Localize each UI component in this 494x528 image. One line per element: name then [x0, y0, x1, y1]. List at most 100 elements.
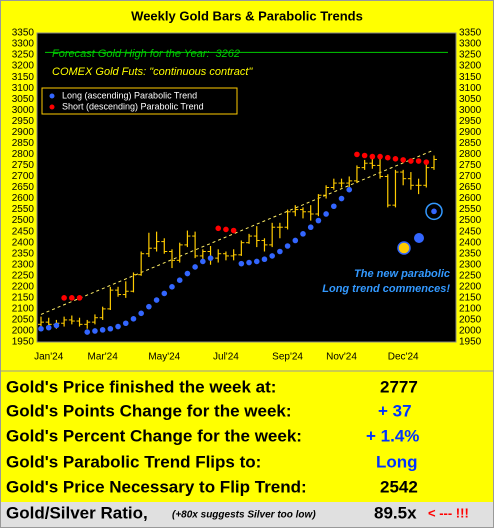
y-tick-label: 2350 [12, 248, 35, 259]
y-tick-label: 2550 [12, 204, 35, 215]
trend-dot [392, 156, 399, 162]
trend-dot [253, 258, 260, 265]
y2-tick-label: 2950 [459, 116, 482, 127]
y-tick-label: 3000 [12, 105, 35, 116]
y-tick-label: 3350 [12, 28, 35, 39]
trend-dot [53, 322, 60, 329]
y2-tick-label: 3250 [459, 50, 482, 61]
legend-marker [49, 93, 55, 99]
x-tick-label: May'24 [148, 352, 180, 363]
y-tick-label: 3300 [12, 39, 35, 50]
row-value: + 1.4% [366, 426, 419, 445]
y2-tick-label: 2500 [459, 215, 482, 226]
y-tick-label: 2100 [12, 304, 35, 315]
y2-tick-label: 2350 [459, 248, 482, 259]
y2-tick-label: 1950 [459, 337, 482, 348]
highlight-ring [425, 202, 443, 221]
trend-dot [277, 248, 283, 255]
icon [397, 241, 411, 255]
row-label: Gold's Percent Change for the week: [6, 426, 302, 445]
y-tick-label: 2900 [12, 127, 35, 138]
legend-marker [49, 104, 55, 110]
trend-dot [61, 295, 67, 301]
y2-tick-label: 2600 [459, 193, 482, 204]
trend-dot [292, 237, 299, 244]
trend-line [40, 149, 435, 315]
y-tick-label: 2850 [12, 138, 35, 149]
y2-tick-label: 3100 [459, 83, 482, 94]
y-tick-label: 3250 [12, 50, 35, 61]
annotation: Long trend commences! [322, 283, 450, 295]
trend-dot [122, 320, 129, 327]
row-flag: < --- !!! [428, 505, 469, 520]
y2-tick-label: 2150 [459, 292, 482, 303]
trend-dot [300, 231, 306, 237]
trend-dot [354, 151, 360, 158]
y2-tick-label: 3150 [459, 72, 482, 83]
trend-dot [338, 195, 345, 202]
row-label: Gold's Price Necessary to Flip Trend: [6, 477, 307, 496]
forecast-label: Forecast Gold High for the Year: [52, 48, 210, 60]
x-tick-label: Nov'24 [326, 352, 357, 363]
x-tick-label: Dec'24 [388, 352, 419, 363]
y-tick-label: 2200 [12, 281, 35, 292]
y-tick-label: 1950 [12, 337, 35, 348]
y-tick-label: 2500 [12, 215, 35, 226]
y-tick-label: 3150 [12, 72, 35, 83]
trend-dot [315, 217, 322, 224]
y-tick-label: 2300 [12, 259, 35, 270]
table: Gold's Price finished the week at: 2777 … [6, 377, 469, 522]
y-tick-label: 2650 [12, 182, 35, 193]
trend-dot [153, 297, 160, 303]
trend-dot [361, 152, 368, 159]
legend [41, 87, 238, 115]
annotation: The new parabolic [354, 268, 450, 280]
y2-tick-label: 2850 [459, 138, 482, 149]
plot-area [36, 32, 457, 343]
y-tick-label: 2000 [12, 326, 35, 337]
trend-dot [130, 316, 137, 322]
trend-dot [200, 258, 206, 265]
trend-dot [99, 327, 106, 333]
row-label: Gold's Parabolic Trend Flips to: [6, 452, 261, 471]
y2-tick-label: 2000 [459, 326, 482, 337]
y2-tick-label: 2900 [459, 127, 482, 138]
row-label: Gold/Silver Ratio, [6, 503, 148, 522]
x-tick-label: Jul'24 [213, 352, 239, 363]
trend-dot [423, 159, 430, 165]
y-tick-label: 2750 [12, 160, 35, 171]
y2-tick-label: 2250 [459, 270, 482, 281]
y-tick-label: 3050 [12, 94, 35, 105]
trend-dot [207, 255, 214, 261]
trend-dot [269, 253, 275, 259]
trend-dot [38, 325, 44, 332]
trend-dot [138, 310, 144, 317]
trend-dot [45, 324, 52, 331]
y-tick-label: 2150 [12, 292, 35, 303]
trend-dot [115, 323, 121, 330]
row-value: + 37 [378, 401, 412, 420]
row-note: (+80x suggests Silver too low) [172, 510, 316, 521]
trend-dot [184, 270, 191, 277]
y-tick-label: 2950 [12, 116, 35, 127]
trend-dot [176, 277, 183, 284]
trend-dot [307, 224, 314, 231]
y-tick-label: 2400 [12, 237, 35, 248]
trend-dot [284, 243, 291, 249]
trend-dot [346, 186, 353, 193]
trend-dot [261, 256, 268, 263]
row-value: Long [376, 452, 418, 471]
x-tick-label: Jan'24 [34, 352, 64, 363]
trend-dot [384, 154, 391, 161]
trend-dot [369, 153, 376, 160]
y2-tick-label: 2700 [459, 171, 482, 182]
subtitle: COMEX Gold Futs: "continuous contract" [52, 66, 253, 78]
trend-dot [215, 225, 222, 232]
y-tick-label: 2050 [12, 315, 35, 326]
trend-dot [415, 158, 422, 164]
legend-label: Long (ascending) Parabolic Trend [62, 90, 197, 100]
y2-tick-label: 3050 [459, 94, 482, 105]
trend-dot [76, 295, 83, 301]
row-label: Gold's Points Change for the week: [6, 401, 292, 420]
forecast-value: 3262 [216, 48, 240, 60]
